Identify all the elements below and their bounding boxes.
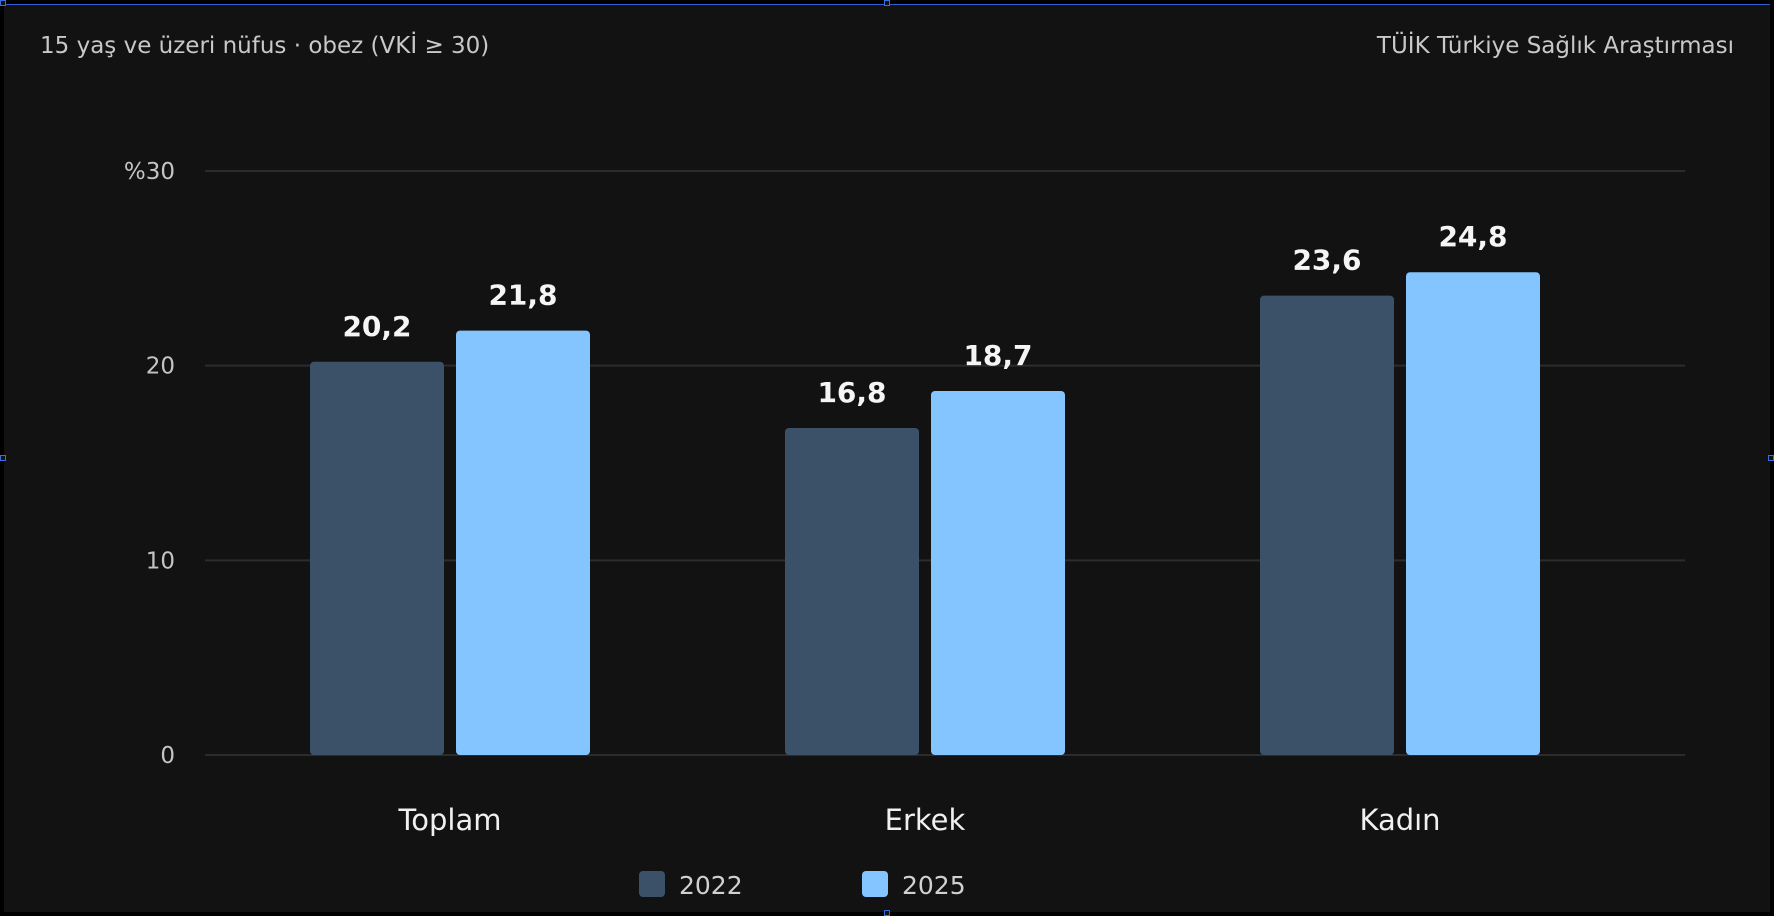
value-label: 16,8 [817,376,886,409]
category-label: Erkek [885,803,966,837]
legend-swatch-2025 [862,871,888,897]
value-label: 23,6 [1292,244,1361,277]
x-axis-categories: Toplam Erkek Kadın [397,803,1440,837]
y-axis-ticks: 0 10 20 %30 [124,159,175,769]
y-tick-label: 20 [146,354,175,380]
resize-handle-top-left[interactable] [0,0,6,6]
category-label: Kadın [1359,803,1440,837]
value-label: 20,2 [342,310,411,343]
resize-handle-top-center[interactable] [884,0,890,6]
bar-2022-2 [1260,295,1394,755]
y-tick-label: 0 [160,743,175,769]
legend: 2022 2025 [639,871,966,900]
chart-subtitle: 15 yaş ve üzeri nüfus · obez (VKİ ≥ 30) [40,33,490,59]
bar-2022-1 [785,427,919,755]
value-label: 24,8 [1438,220,1507,253]
value-label: 21,8 [488,279,557,312]
value-labels: 20,2 21,8 16,8 18,7 23,6 24,8 [342,220,1507,409]
legend-label: 2022 [679,871,743,900]
bar-2025-0 [456,330,590,755]
bars [310,272,1540,755]
bar-2022-0 [310,361,444,755]
legend-swatch-2022 [639,871,665,897]
source-note: TÜİK Türkiye Sağlık Araştırması [1376,33,1734,59]
value-label: 18,7 [963,339,1032,372]
y-tick-label: 10 [146,548,175,574]
bar-2025-2 [1406,272,1540,755]
bar-2025-1 [931,390,1065,755]
resize-handle-middle-left[interactable] [0,455,6,461]
category-label: Toplam [397,803,501,837]
y-tick-label: %30 [124,159,175,185]
legend-label: 2025 [902,871,966,900]
